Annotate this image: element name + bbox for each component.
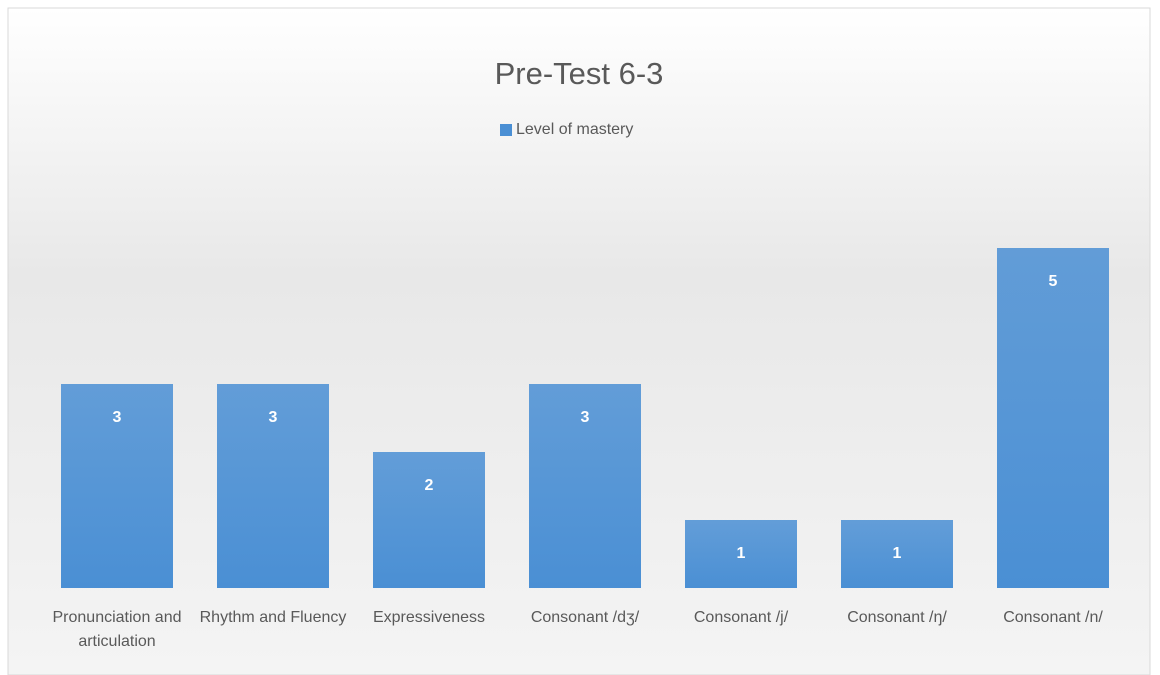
legend-label: Level of mastery	[516, 121, 633, 138]
data-label: 1	[893, 545, 902, 562]
bar	[685, 520, 797, 588]
bar	[841, 520, 953, 588]
data-label: 3	[581, 409, 590, 426]
x-tick-label: Consonant /dʒ/	[530, 609, 640, 626]
bar	[61, 384, 173, 588]
x-tick-label: Consonant /j/	[693, 609, 789, 626]
bar	[997, 248, 1109, 588]
x-tick-label: Consonant /n/	[1003, 609, 1103, 626]
data-label: 2	[425, 477, 434, 494]
legend-swatch	[500, 124, 512, 136]
x-tick-label: Pronunciation and articulation	[52, 609, 182, 650]
bar	[217, 384, 329, 588]
data-label: 1	[737, 545, 746, 562]
x-tick-label: Rhythm and Fluency	[199, 609, 347, 626]
x-tick-label: Expressiveness	[372, 609, 486, 626]
data-label: 5	[1049, 273, 1058, 290]
chart-title: Pre-Test 6-3	[495, 56, 664, 91]
bar	[529, 384, 641, 588]
bar	[373, 452, 485, 588]
data-label: 3	[113, 409, 122, 426]
x-tick-label: Consonant /ŋ/	[847, 609, 947, 626]
data-label: 3	[269, 409, 278, 426]
